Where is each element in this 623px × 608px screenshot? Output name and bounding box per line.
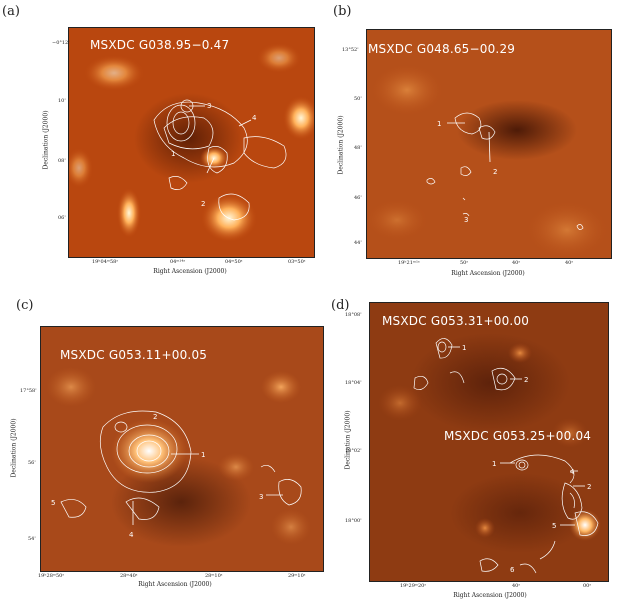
x-axis-label: Right Ascension (J2000) xyxy=(451,270,525,277)
x-tick-label: 00ˢ xyxy=(583,583,592,589)
y-axis-label: Declination (J2000) xyxy=(10,418,18,478)
y-tick-label: 48' xyxy=(354,145,362,151)
source-label: 3 xyxy=(259,493,263,501)
infrared-image: 3 4 1 2 xyxy=(68,27,315,258)
x-axis-label: Right Ascension (J2000) xyxy=(138,581,212,588)
infrared-image: 1 2 3 4 5 xyxy=(40,326,324,572)
x-tick-label: 40ˢ xyxy=(512,260,521,266)
source-label: 2 xyxy=(493,168,497,176)
panel-subtitle: MSXDC G053.25+00.04 xyxy=(444,429,592,443)
x-tick-label: 19ʰ04ᵐ58ˢ xyxy=(92,259,119,265)
source-label: 4 xyxy=(129,531,134,539)
y-tick-label: 44' xyxy=(354,240,362,246)
panel-title: MSXDC G053.11+00.05 xyxy=(60,348,208,362)
source-label: 4 xyxy=(570,468,575,476)
panel-label: (c) xyxy=(16,298,34,313)
y-tick-label: 46' xyxy=(354,195,362,201)
y-tick-label: 18°04' xyxy=(345,380,362,386)
x-tick-label: 03ᵐ50ˢ xyxy=(288,259,306,265)
y-tick-label: 10' xyxy=(58,98,66,104)
y-tick-label: 08' xyxy=(58,158,66,164)
y-tick-label: 18°08' xyxy=(345,312,362,318)
y-tick-label: 18°00' xyxy=(345,518,362,524)
x-tick-label: 28ᵐ40ˢ xyxy=(120,573,138,579)
x-tick-label: 19ʰ21ᵐ¹ˢ xyxy=(398,260,420,266)
x-tick-label: 04ᵐ¹⁴ˢ xyxy=(170,259,186,265)
source-label: 3 xyxy=(207,102,211,110)
y-tick-label: 06' xyxy=(58,215,66,221)
panel-label: (a) xyxy=(2,4,20,19)
x-axis-label: Right Ascension (J2000) xyxy=(153,268,227,275)
y-tick-label: 18°02' xyxy=(345,448,362,454)
panel-title: MSXDC G038.95−0.47 xyxy=(90,38,230,52)
panel-label: (b) xyxy=(333,4,352,19)
y-axis-label: Declination (J2000) xyxy=(337,115,345,175)
source-label: 2 xyxy=(201,200,205,208)
source-label: 1 xyxy=(171,150,175,158)
infrared-image: 1 2 3 xyxy=(366,29,612,259)
y-tick-label: 13°52' xyxy=(342,47,359,53)
x-tick-label: 40ˢ xyxy=(512,583,521,589)
y-tick-label: 17°58' xyxy=(20,388,37,394)
source-label: 4 xyxy=(252,114,257,122)
y-axis-label: Declination (J2000) xyxy=(42,110,50,170)
source-label: 5 xyxy=(552,522,556,530)
x-tick-label: 50ˢ xyxy=(460,260,469,266)
panel-label: (d) xyxy=(331,298,350,313)
infrared-image: 1 2 1 2 4 5 6 xyxy=(369,302,609,582)
y-tick-label: 54' xyxy=(28,536,36,542)
panel-title: MSXDC G048.65−00.29 xyxy=(368,42,516,56)
source-label: 2 xyxy=(587,483,591,491)
y-axis-label: Declination (J2000) xyxy=(344,410,352,470)
source-label: 1 xyxy=(492,460,496,468)
source-label: 1 xyxy=(437,120,441,128)
x-axis-label: Right Ascension (J2000) xyxy=(453,592,527,599)
x-tick-label: 19ʰ29ᵐ20ˢ xyxy=(400,583,427,589)
x-tick-label: 29ᵐ10ˢ xyxy=(288,573,306,579)
source-label: 1 xyxy=(462,344,466,352)
source-label: 5 xyxy=(51,499,55,507)
source-label: 6 xyxy=(510,566,515,574)
x-tick-label: 28ᵐ10ˢ xyxy=(205,573,223,579)
source-label: 1 xyxy=(201,451,205,459)
panel-title: MSXDC G053.31+00.00 xyxy=(382,314,530,328)
y-tick-label: 50' xyxy=(354,96,362,102)
x-tick-label: 04ᵐ50ˢ xyxy=(225,259,243,265)
y-tick-label: 56' xyxy=(28,460,36,466)
source-label: 2 xyxy=(153,413,157,421)
source-label: 3 xyxy=(464,216,468,224)
x-tick-label: 19ʰ28ᵐ50ˢ xyxy=(38,573,65,579)
x-tick-label: 40ˢ xyxy=(565,260,574,266)
source-label: 2 xyxy=(524,376,528,384)
y-tick-label: −0°12' xyxy=(52,40,70,46)
